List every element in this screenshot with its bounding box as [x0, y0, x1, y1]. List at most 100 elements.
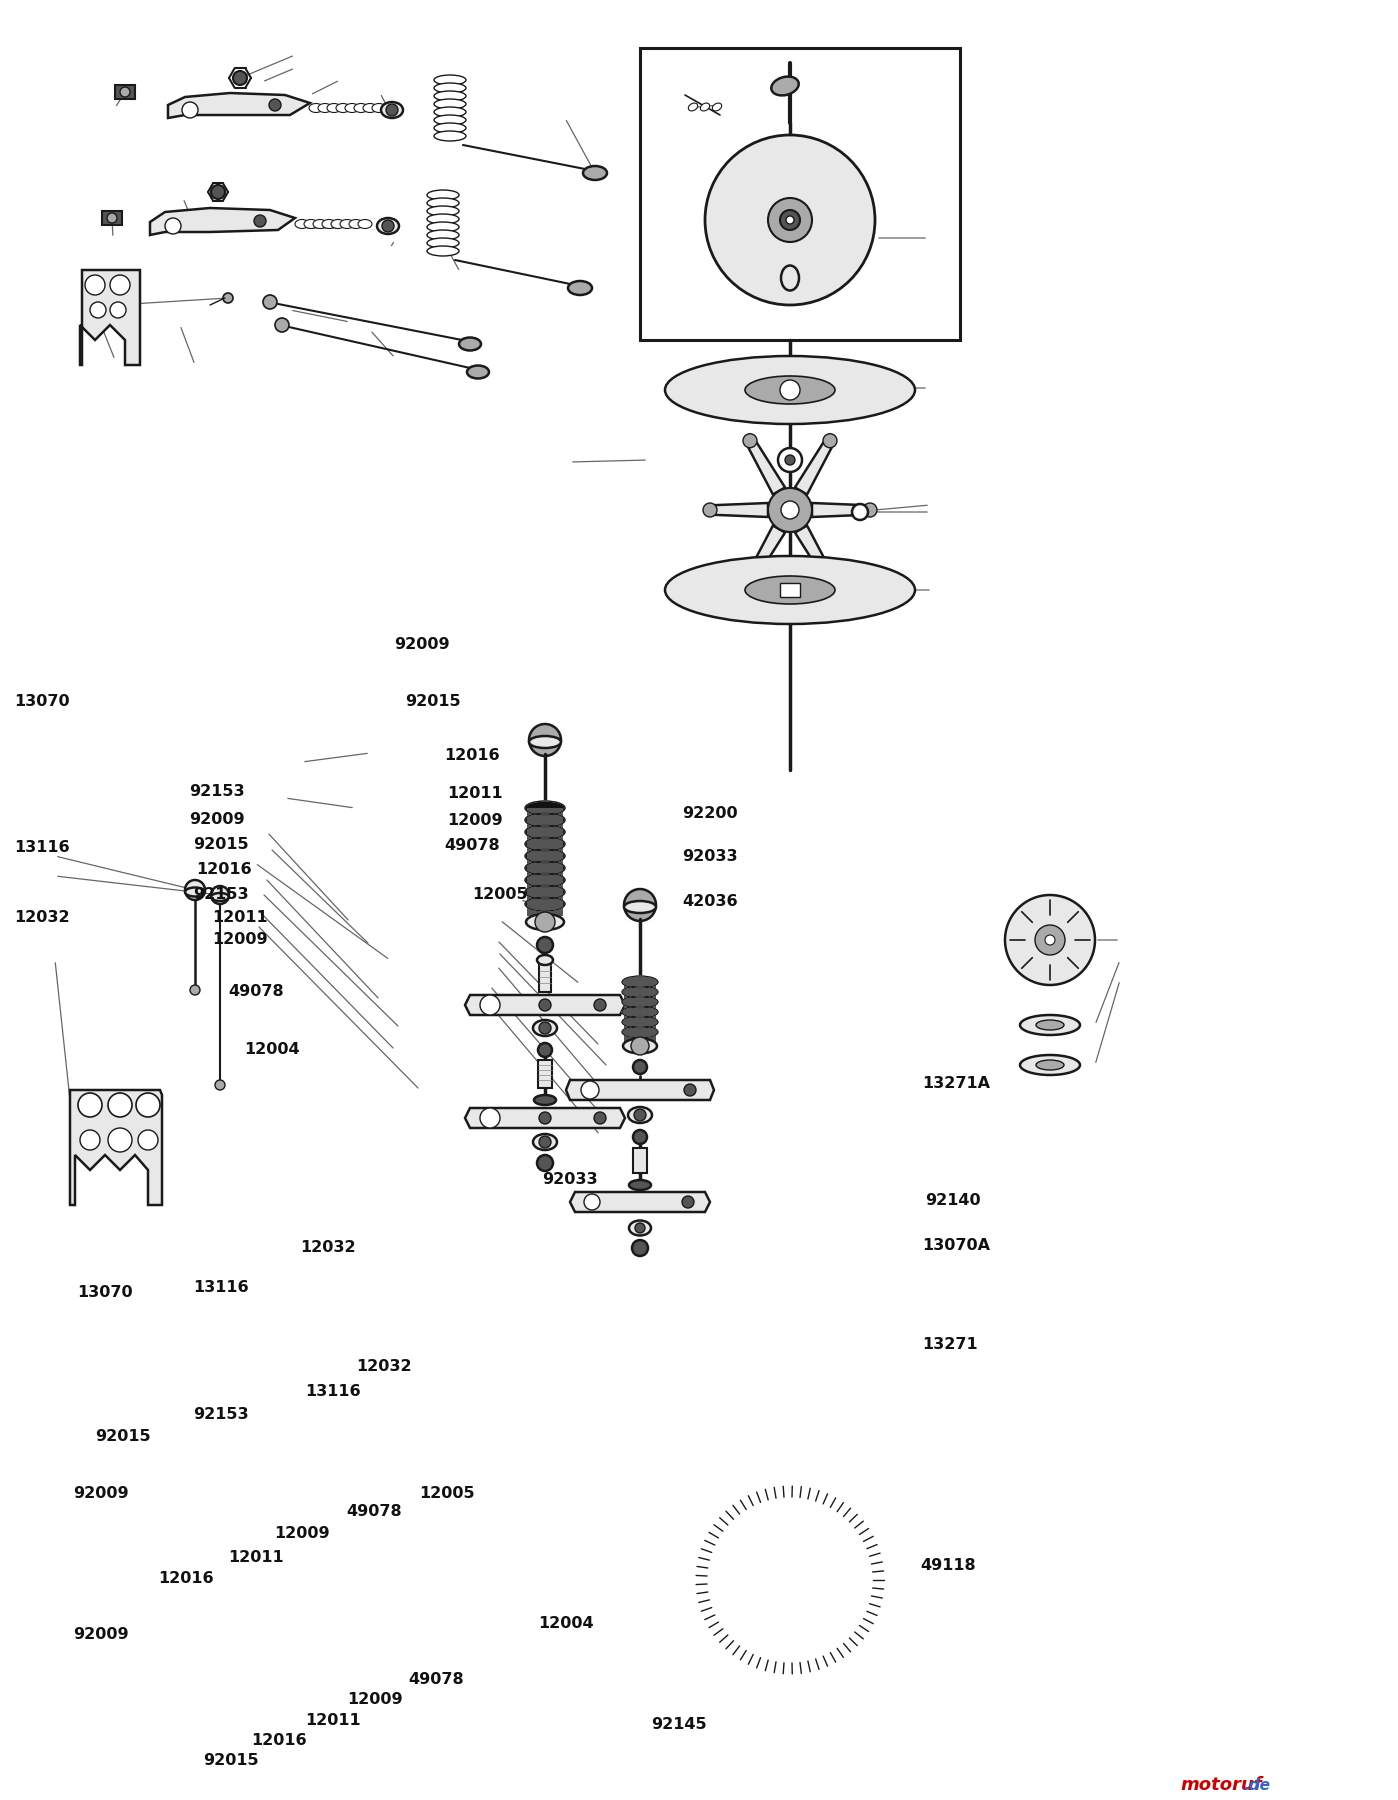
Circle shape [742, 434, 756, 448]
Polygon shape [466, 995, 625, 1015]
Text: 12016: 12016 [252, 1733, 308, 1748]
Ellipse shape [426, 247, 459, 256]
Ellipse shape [433, 99, 466, 110]
Ellipse shape [624, 902, 656, 913]
Text: 92009: 92009 [189, 812, 245, 826]
Ellipse shape [322, 220, 336, 229]
Circle shape [136, 1093, 159, 1118]
Circle shape [684, 1084, 696, 1096]
Circle shape [624, 889, 656, 922]
Circle shape [110, 302, 126, 319]
Ellipse shape [688, 103, 698, 112]
Bar [115, 85, 136, 99]
Ellipse shape [426, 214, 459, 223]
Ellipse shape [526, 850, 565, 862]
Ellipse shape [382, 103, 403, 119]
Ellipse shape [1021, 1055, 1081, 1075]
Text: 92009: 92009 [394, 637, 450, 652]
Circle shape [382, 220, 394, 232]
Ellipse shape [533, 1021, 556, 1037]
Text: 92015: 92015 [203, 1753, 259, 1768]
Polygon shape [150, 209, 295, 236]
Text: 92200: 92200 [682, 806, 738, 821]
Circle shape [528, 724, 561, 756]
Circle shape [211, 886, 229, 904]
Circle shape [254, 214, 266, 227]
Circle shape [535, 913, 555, 932]
Circle shape [268, 99, 281, 112]
Text: 13070A: 13070A [923, 1238, 991, 1253]
Text: 13116: 13116 [193, 1280, 249, 1294]
Circle shape [863, 502, 877, 517]
Text: 49118: 49118 [920, 1559, 976, 1573]
Circle shape [211, 185, 225, 200]
Text: 13116: 13116 [14, 841, 70, 855]
Circle shape [78, 1093, 102, 1118]
Polygon shape [70, 1091, 162, 1204]
Ellipse shape [377, 218, 398, 234]
Ellipse shape [459, 338, 481, 351]
Text: .de: .de [1243, 1778, 1269, 1793]
Text: 92153: 92153 [193, 1408, 249, 1422]
Text: 12016: 12016 [158, 1571, 214, 1586]
Text: 12009: 12009 [347, 1692, 403, 1706]
Ellipse shape [327, 103, 341, 112]
Text: 49078: 49078 [408, 1672, 464, 1687]
Text: 12016: 12016 [445, 749, 500, 763]
Text: 13070: 13070 [77, 1285, 133, 1300]
Text: 49078: 49078 [228, 985, 284, 999]
Circle shape [138, 1130, 158, 1150]
Bar [527, 808, 563, 916]
Circle shape [823, 434, 837, 448]
Circle shape [165, 218, 180, 234]
Circle shape [780, 380, 800, 400]
Ellipse shape [526, 860, 565, 875]
Bar [540, 959, 551, 992]
Polygon shape [747, 526, 786, 581]
Circle shape [540, 1136, 551, 1148]
Circle shape [851, 504, 868, 520]
Circle shape [682, 1195, 693, 1208]
Circle shape [480, 1109, 500, 1129]
Ellipse shape [426, 205, 459, 216]
Ellipse shape [345, 103, 359, 112]
Circle shape [779, 448, 802, 472]
Ellipse shape [526, 837, 565, 851]
Circle shape [80, 1130, 101, 1150]
Text: 92009: 92009 [73, 1487, 129, 1501]
Ellipse shape [568, 281, 591, 295]
Text: 12032: 12032 [14, 911, 70, 925]
Bar [633, 1148, 647, 1174]
Circle shape [582, 1082, 598, 1100]
Ellipse shape [426, 221, 459, 232]
Ellipse shape [622, 1015, 658, 1028]
Ellipse shape [433, 131, 466, 140]
Ellipse shape [354, 103, 368, 112]
Ellipse shape [537, 956, 554, 965]
Ellipse shape [433, 106, 466, 117]
Ellipse shape [622, 1006, 658, 1019]
Ellipse shape [363, 103, 377, 112]
Polygon shape [570, 1192, 710, 1211]
Ellipse shape [433, 92, 466, 101]
Ellipse shape [629, 1181, 651, 1190]
Circle shape [742, 572, 756, 587]
Circle shape [108, 212, 117, 223]
Text: 49078: 49078 [445, 839, 500, 853]
Text: 92153: 92153 [193, 887, 249, 902]
Circle shape [584, 1193, 600, 1210]
Polygon shape [466, 1109, 625, 1129]
Circle shape [182, 103, 199, 119]
Ellipse shape [533, 1134, 556, 1150]
Ellipse shape [774, 157, 805, 176]
Text: 13271A: 13271A [923, 1076, 991, 1091]
Ellipse shape [426, 230, 459, 239]
Ellipse shape [433, 115, 466, 124]
Ellipse shape [665, 356, 916, 425]
Ellipse shape [1021, 1015, 1081, 1035]
Ellipse shape [526, 873, 565, 887]
Ellipse shape [583, 166, 607, 180]
Text: 12016: 12016 [196, 862, 252, 877]
Text: 92033: 92033 [542, 1172, 598, 1186]
Circle shape [386, 104, 398, 115]
